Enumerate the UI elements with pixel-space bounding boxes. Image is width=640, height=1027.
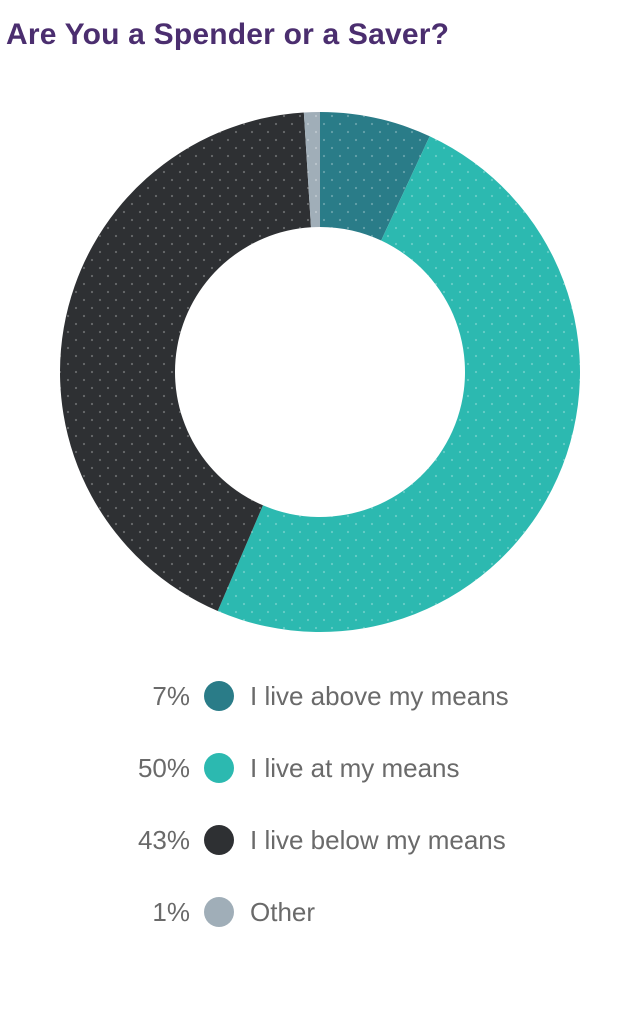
legend-swatch (204, 897, 234, 927)
legend-row: 7% I live above my means (70, 660, 570, 732)
chart-title: Are You a Spender or a Saver? (0, 0, 640, 72)
legend-row: 50% I live at my means (70, 732, 570, 804)
legend-swatch (204, 753, 234, 783)
legend-swatch (204, 681, 234, 711)
legend-label: Other (234, 897, 315, 928)
legend-row: 1% Other (70, 876, 570, 948)
legend-label: I live above my means (234, 681, 509, 712)
legend-label: I live below my means (234, 825, 506, 856)
donut-chart-container (0, 72, 640, 632)
legend-percent: 7% (70, 681, 204, 712)
legend-percent: 43% (70, 825, 204, 856)
legend-swatch (204, 825, 234, 855)
donut-chart (0, 72, 640, 632)
legend-label: I live at my means (234, 753, 460, 784)
page: Are You a Spender or a Saver? 7% I live a… (0, 0, 640, 1027)
legend-percent: 1% (70, 897, 204, 928)
legend-percent: 50% (70, 753, 204, 784)
legend-row: 43% I live below my means (70, 804, 570, 876)
chart-legend: 7% I live above my means 50% I live at my m… (70, 660, 570, 948)
